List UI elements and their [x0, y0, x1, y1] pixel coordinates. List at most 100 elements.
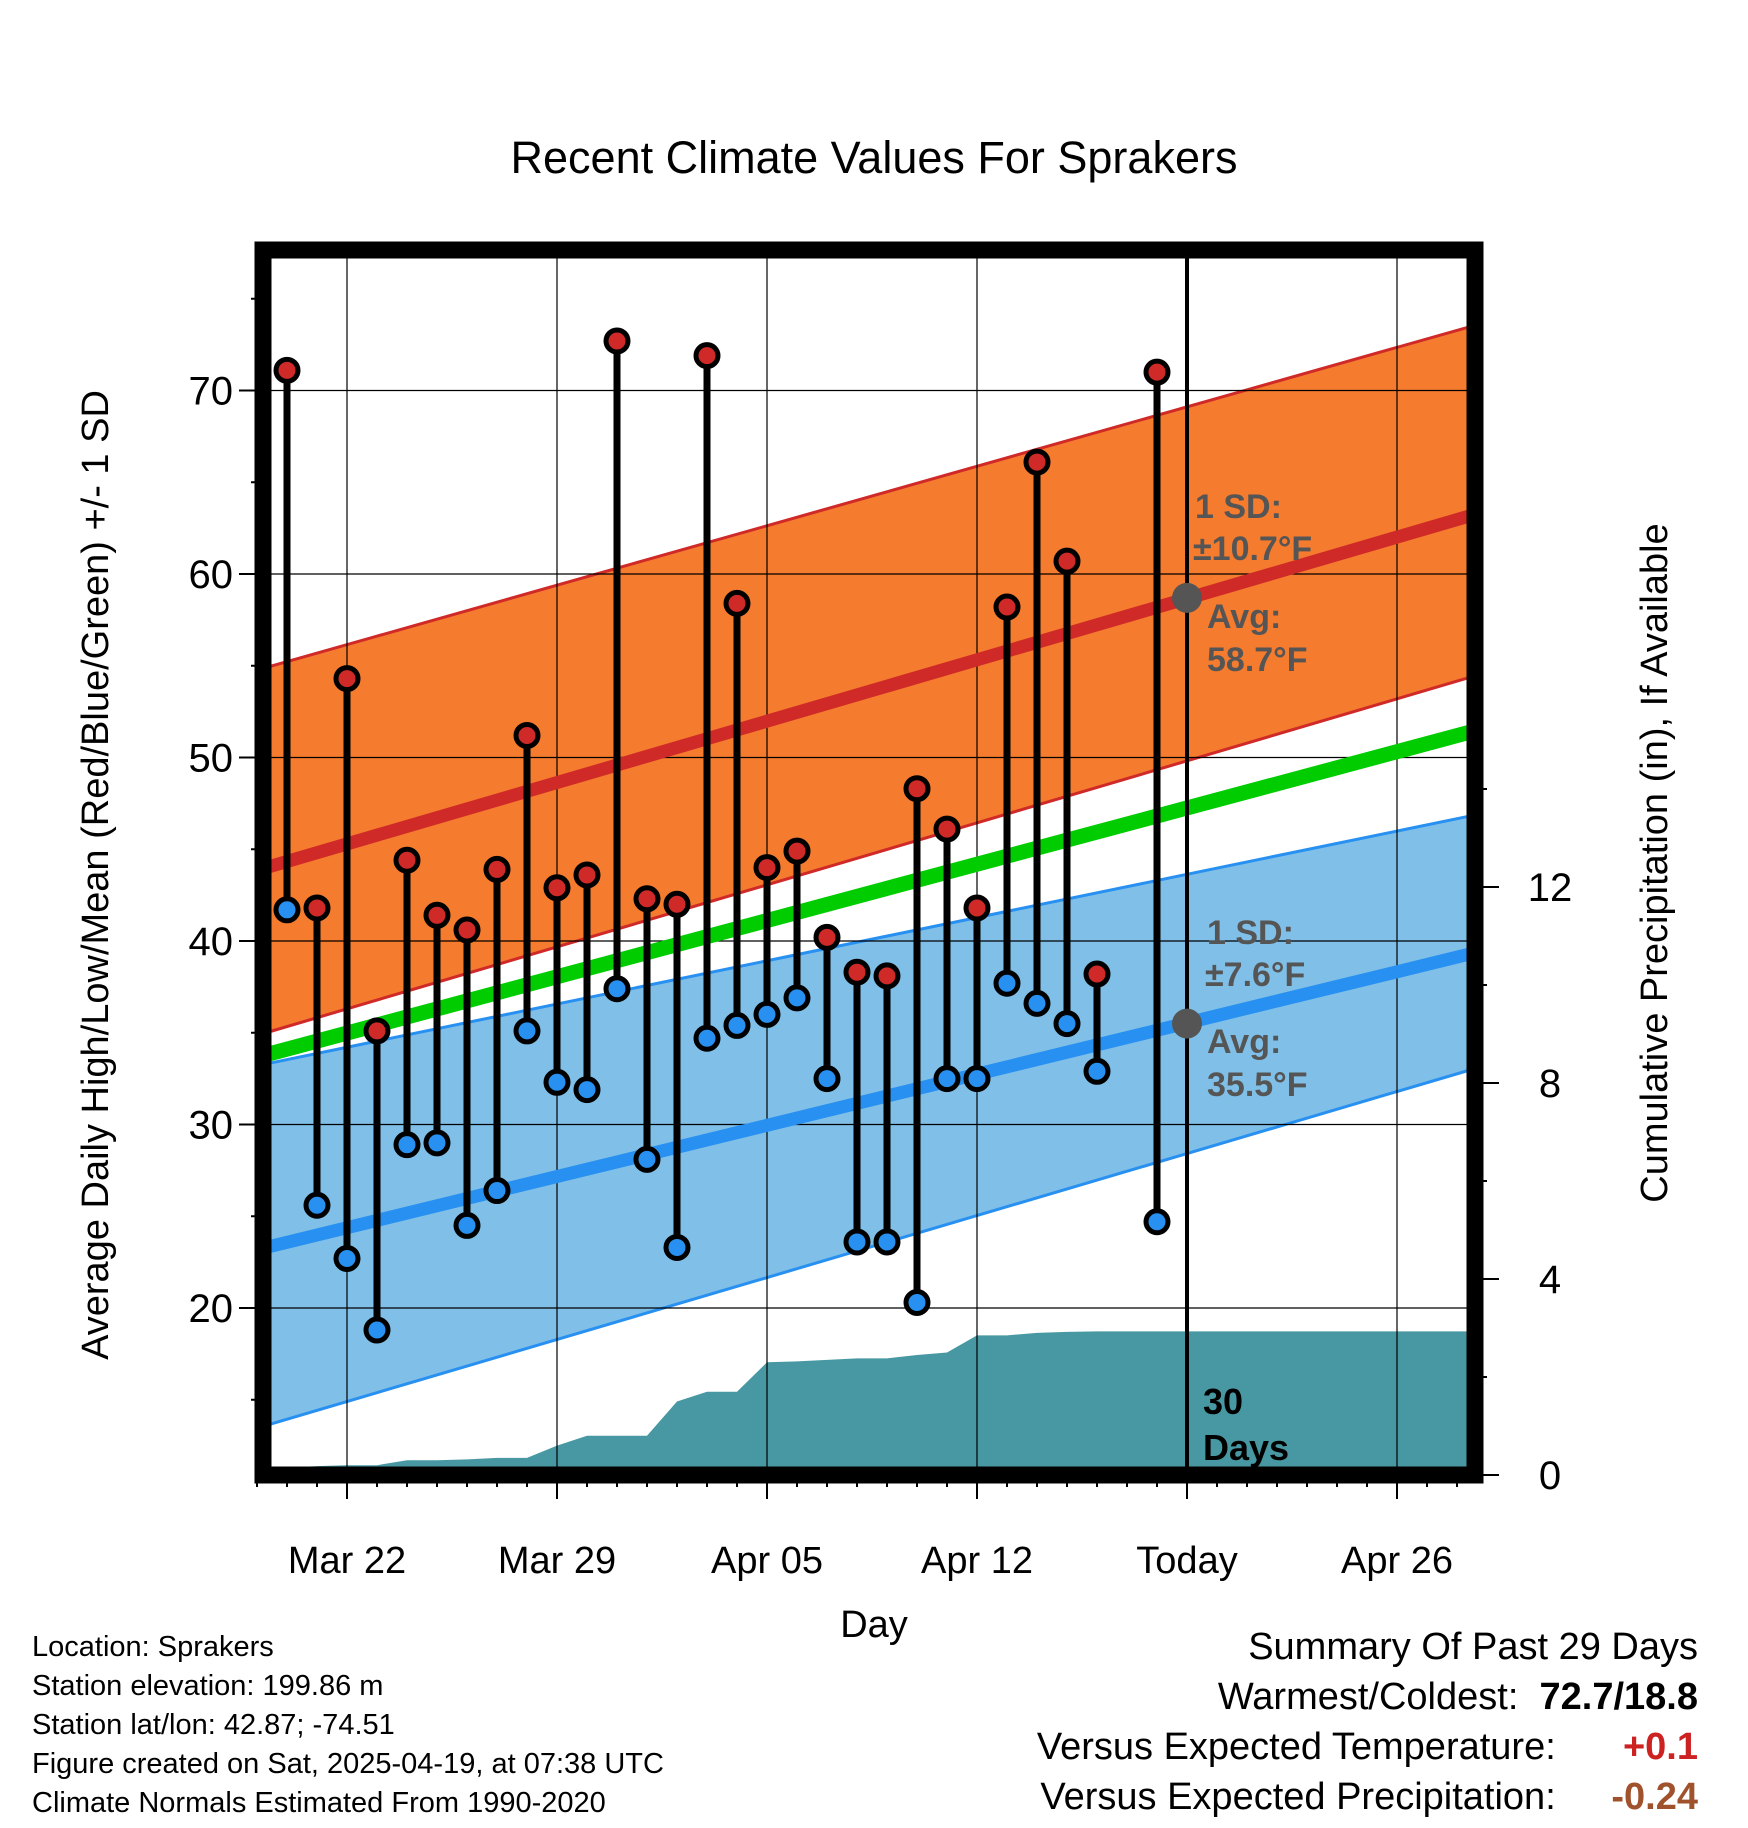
normal-high-sd-upper-line: [265, 323, 1475, 670]
normal-high-mean-line: [264, 507, 1475, 874]
observed-high-point: [483, 855, 511, 883]
x-tick-label: Apr 12: [921, 1540, 1033, 1582]
observed-low-point: [1023, 989, 1051, 1017]
observed-low-point: [753, 1000, 781, 1028]
observed-high-point: [933, 815, 961, 843]
low-sd-label: 1 SD:: [1207, 914, 1294, 952]
observed-high-point: [873, 962, 901, 990]
summary-warmest-coldest: Warmest/Coldest: 72.7/18.8: [1037, 1672, 1698, 1722]
observed-high-point: [453, 916, 481, 944]
observed-high-point: [393, 846, 421, 874]
observed-low-point: [483, 1177, 511, 1205]
summary-precipitation: Versus Expected Precipitation: -0.24: [1037, 1772, 1698, 1822]
observed-high-point: [363, 1017, 391, 1045]
high-avg-value: 58.7°F: [1207, 641, 1308, 679]
observed-high-point: [333, 665, 361, 693]
observed-low-point: [843, 1228, 871, 1256]
y2-tick-label: 8: [1539, 1062, 1561, 1106]
y2-tick-label: 0: [1539, 1454, 1561, 1498]
x-tick-label: Mar 22: [288, 1540, 406, 1582]
summary-temperature: Versus Expected Temperature: +0.1: [1037, 1722, 1698, 1772]
normal-high-sd-band: [266, 325, 1475, 1033]
x-tick-label: Apr 26: [1341, 1540, 1453, 1582]
y2-tick-label: 12: [1528, 866, 1573, 910]
observed-high-point: [963, 894, 991, 922]
station-elevation: Station elevation: 199.86 m: [32, 1670, 384, 1702]
x-axis-label: Day: [840, 1604, 908, 1646]
observed-low-point: [1053, 1010, 1081, 1038]
low-avg-label: Avg:: [1207, 1023, 1281, 1061]
y2-tick-label: 4: [1539, 1258, 1561, 1302]
observed-low-point: [633, 1145, 661, 1173]
observed-low-point: [363, 1316, 391, 1344]
days-word-label: Days: [1203, 1427, 1289, 1468]
y2-axis-label: Cumulative Precipitation (in), If Availa…: [1634, 523, 1676, 1202]
observed-high-point: [693, 342, 721, 370]
today-low-avg-marker: [1172, 1008, 1202, 1039]
station-location: Location: Sprakers: [32, 1631, 274, 1663]
y-tick-label: 50: [189, 737, 234, 781]
station-info: Location: Sprakers Station elevation: 19…: [32, 1628, 664, 1823]
observed-low-point: [903, 1288, 931, 1316]
plot-frame: [254, 241, 1484, 1484]
high-avg-label: Avg:: [1207, 598, 1281, 636]
precipitation-value: -0.24: [1611, 1776, 1698, 1818]
observed-high-point: [993, 593, 1021, 621]
observed-low-point: [423, 1129, 451, 1157]
observed-high-point: [513, 721, 541, 749]
observed-low-point: [663, 1233, 691, 1261]
observed-low-point: [723, 1011, 751, 1039]
plot-area: [263, 250, 1475, 1475]
temperature-label: Versus Expected Temperature:: [1036, 1726, 1556, 1768]
precipitation-area: [272, 1331, 1475, 1475]
temperature-value: +0.1: [1622, 1726, 1698, 1768]
warmest-coldest-value: 72.7/18.8: [1539, 1676, 1698, 1718]
summary-title: Summary Of Past 29 Days: [1248, 1626, 1698, 1668]
observed-high-point: [843, 958, 871, 986]
observed-low-point: [1083, 1057, 1111, 1085]
warmest-coldest-label: Warmest/Coldest:: [1217, 1676, 1519, 1718]
observed-high-point: [543, 874, 571, 902]
observed-low-point: [693, 1024, 721, 1052]
observed-low-point: [303, 1191, 331, 1219]
x-tick-label: Today: [1136, 1540, 1237, 1582]
figure-created: Figure created on Sat, 2025-04-19, at 07…: [32, 1748, 664, 1780]
observed-high-point: [603, 327, 631, 355]
station-latlon: Station lat/lon: 42.87; -74.51: [32, 1709, 395, 1741]
y-axis-label: Average Daily High/Low/Mean (Red/Blue/Gr…: [75, 390, 117, 1360]
observed-high-point: [753, 854, 781, 882]
summary-panel: Summary Of Past 29 Days Warmest/Coldest:…: [1037, 1622, 1698, 1822]
observed-high-point: [663, 890, 691, 918]
x-tick-label: Mar 29: [498, 1540, 616, 1582]
observed-low-point: [573, 1076, 601, 1104]
y-tick-label: 70: [189, 370, 234, 414]
observed-high-point: [1143, 358, 1171, 386]
observed-high-point: [423, 901, 451, 929]
observed-high-point: [1083, 960, 1111, 988]
high-sd-value: ±10.7°F: [1193, 530, 1312, 568]
observed-high-point: [1023, 448, 1051, 476]
observed-low-point: [813, 1065, 841, 1093]
today-high-avg-marker: [1172, 582, 1202, 613]
observed-low-point: [453, 1211, 481, 1239]
observed-high-point: [1053, 547, 1081, 575]
observed-high-point: [303, 894, 331, 922]
observed-high-point: [813, 923, 841, 951]
high-sd-label: 1 SD:: [1195, 488, 1282, 526]
observed-high-point: [273, 356, 301, 384]
observed-high-point: [573, 861, 601, 889]
observed-low-point: [873, 1228, 901, 1256]
normal-low-sd-band: [266, 815, 1475, 1426]
observed-low-point: [273, 896, 301, 924]
observed-low-point: [393, 1131, 421, 1159]
y-tick-label: 20: [189, 1287, 234, 1331]
low-avg-value: 35.5°F: [1207, 1066, 1308, 1104]
observed-high-point: [783, 837, 811, 865]
observed-high-point: [903, 775, 931, 803]
days-count-label: 30: [1203, 1381, 1243, 1422]
observed-high-point: [723, 589, 751, 617]
low-sd-value: ±7.6°F: [1205, 956, 1305, 994]
precipitation-label: Versus Expected Precipitation:: [1040, 1776, 1556, 1818]
y-tick-label: 30: [189, 1104, 234, 1148]
